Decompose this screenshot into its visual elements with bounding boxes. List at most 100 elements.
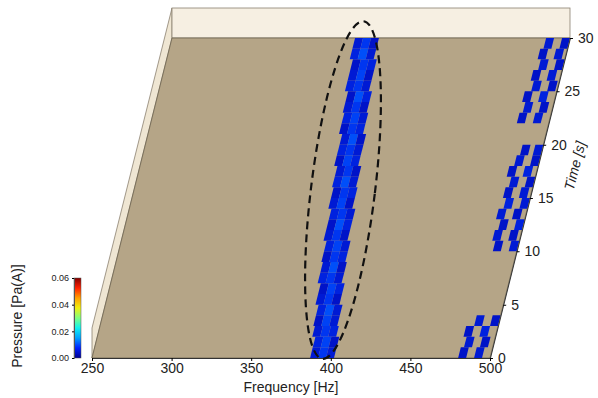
y-axis-title: Time [s] — [561, 139, 589, 192]
y-tick-label: 20 — [551, 137, 567, 153]
heatmap-cell — [458, 347, 469, 358]
y-tick: 30 — [568, 30, 598, 46]
heatmap-cell — [531, 81, 542, 92]
cells — [275, 38, 570, 358]
heatmap-cell — [522, 91, 533, 102]
colorbar-tick-label: 0.00 — [51, 353, 69, 363]
heatmap-cell — [474, 315, 485, 326]
heatmap-cell — [463, 326, 474, 337]
heatmap-cell — [547, 81, 558, 92]
colorbar-tick-mark — [72, 278, 74, 279]
heatmap-cell — [543, 38, 554, 49]
colorbar-tick-label: 0.06 — [51, 273, 69, 283]
heatmap-cell — [366, 59, 377, 70]
x-axis: 250300350400450500 — [81, 358, 503, 376]
colorbar-tick: 0.04 — [51, 300, 74, 310]
x-tick-label: 350 — [240, 360, 264, 376]
heatmap-cell — [361, 91, 372, 102]
y-tick: 15 — [528, 190, 558, 206]
heatmap-cell — [340, 241, 351, 252]
heatmap-cell — [538, 59, 549, 70]
heatmap-cell — [353, 145, 364, 156]
heatmap-cell — [498, 219, 509, 230]
heatmap-cell — [523, 102, 534, 113]
y-tick-label: 25 — [565, 83, 581, 99]
heatmap-cell — [336, 262, 347, 273]
x-tick-label: 400 — [320, 360, 344, 376]
heatmap-cell — [533, 113, 544, 124]
y-tick-mark — [530, 198, 533, 199]
x-axis-title: Frequency [Hz] — [244, 379, 339, 395]
y-tick: 20 — [541, 137, 571, 153]
colorbar-tick-mark — [72, 305, 74, 306]
heatmap-cell — [538, 49, 549, 60]
y-tick-mark — [503, 305, 506, 306]
heatmap-cell — [554, 49, 565, 60]
heatmap-cell — [519, 187, 530, 198]
heatmap-cell — [480, 337, 491, 348]
heatmap-cell — [464, 337, 475, 348]
x-tick: 400 — [320, 358, 344, 376]
y-tick: 5 — [501, 297, 523, 313]
x-tick: 450 — [399, 358, 423, 376]
heatmap-cell — [337, 251, 348, 262]
colorbar-tick: 0.02 — [51, 327, 74, 337]
x-tick-label: 500 — [479, 360, 503, 376]
x-tick-label: 250 — [81, 360, 105, 376]
x-tick-label: 450 — [399, 360, 423, 376]
y-axis-line — [490, 39, 573, 359]
colorbar-tick-label: 0.02 — [51, 327, 69, 337]
y-tick-label: 30 — [578, 30, 594, 46]
y-tick-mark — [557, 91, 560, 92]
heatmap-cell — [348, 177, 359, 188]
heatmap-cell — [492, 230, 503, 241]
heatmap-cell — [347, 187, 358, 198]
colorbar-tick-mark — [72, 358, 74, 359]
heatmap-cell — [339, 230, 350, 241]
heatmap-cell — [345, 209, 356, 220]
y-tick-label: 10 — [525, 243, 541, 259]
heatmap-cell — [366, 49, 377, 60]
y-tick-mark — [570, 38, 573, 39]
heatmap-cell — [479, 326, 490, 337]
heatmap-cell — [334, 283, 345, 294]
x-tick: 250 — [81, 358, 105, 376]
x-tick: 350 — [240, 358, 264, 376]
colorbar-title: Pressure [Pa(A)] — [9, 264, 25, 367]
heatmap-cell — [538, 91, 549, 102]
heatmap-cell — [332, 305, 343, 316]
heatmap-cell — [361, 81, 372, 92]
colorbar-tick: 0.06 — [51, 273, 74, 283]
heatmap-cell — [359, 102, 370, 113]
heatmap-cell — [350, 155, 361, 166]
colorbar-axis: 0.00 0.02 0.04 0.06 — [51, 273, 74, 363]
plot-area: 051015202530 — [90, 30, 598, 366]
heatmap-cell — [329, 315, 340, 326]
heatmap-cell — [331, 294, 342, 305]
heatmap-cell — [358, 113, 369, 124]
colorbar-tick-mark — [72, 331, 74, 332]
heatmap-cell — [514, 155, 525, 166]
heatmap-cell — [355, 123, 366, 134]
chart: 051015202530250300350400450500Frequency … — [0, 0, 598, 398]
y-tick: 25 — [555, 83, 585, 99]
x-axis-line — [93, 359, 491, 362]
colorbar — [74, 278, 81, 358]
heatmap-cell — [509, 177, 520, 188]
heatmap-cell — [503, 198, 514, 209]
heatmap-cell — [520, 145, 531, 156]
heatmap-cell — [351, 166, 362, 177]
back-wall — [172, 8, 570, 38]
y-tick-label: 5 — [511, 297, 519, 313]
heatmap-cell — [539, 102, 550, 113]
heatmap-cell — [474, 347, 485, 358]
x-tick: 500 — [479, 358, 503, 376]
heatmap-cell — [508, 230, 519, 241]
heatmap-cell — [328, 326, 339, 337]
heatmap-cell — [517, 113, 528, 124]
heatmap-cell — [507, 166, 518, 177]
heatmap-cell — [334, 273, 345, 284]
y-tick: 10 — [515, 243, 545, 259]
heatmap-cell — [355, 134, 366, 145]
heatmap-cell — [531, 70, 542, 81]
